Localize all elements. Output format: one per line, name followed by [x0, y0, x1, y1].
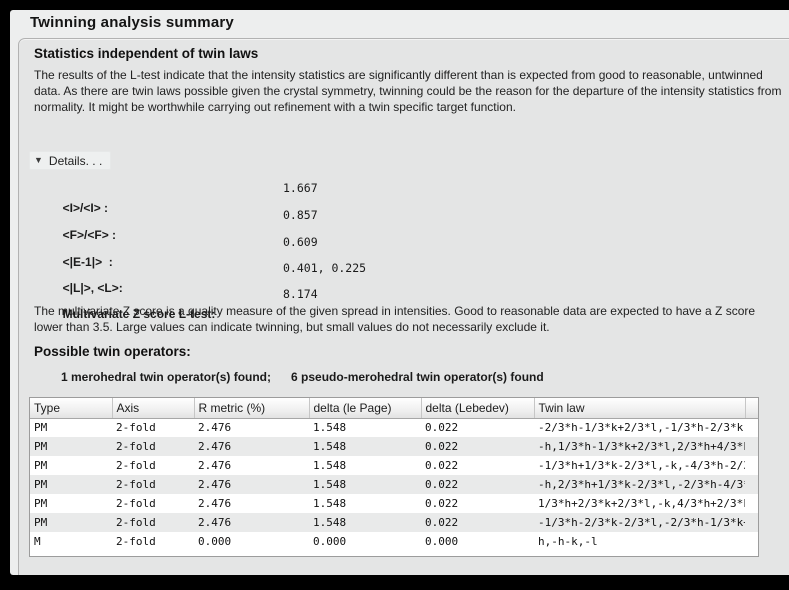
- column-header-spacer: [744, 398, 758, 419]
- cell-twin-law: -h,2/3*h+1/3*k-2/3*l,-2/3*h-4/3*k...: [534, 475, 745, 494]
- cell-spacer: [745, 437, 758, 456]
- cell-type: PM: [34, 421, 48, 435]
- column-header-axis[interactable]: Axis: [111, 398, 194, 419]
- cell-twin-law: -1/3*h+1/3*k-2/3*l,-k,-4/3*h-2/3*...: [538, 459, 745, 472]
- cell-r-metric: 0.000: [198, 535, 232, 548]
- cell-delta-le-page: 1.548: [309, 437, 421, 456]
- column-header-r-metric[interactable]: R metric (%): [193, 398, 309, 419]
- stat-row-i-over-i: <I>/<I> : 1.667: [36, 181, 318, 215]
- table-row[interactable]: PM 2-fold 2.476 1.548 0.022 -h,2/3*h+1/3…: [30, 475, 758, 494]
- table-row[interactable]: PM 2-fold 2.476 1.548 0.022 -1/3*h-2/3*k…: [30, 513, 758, 532]
- operators-found-summary: 1 merohedral twin operator(s) found; 6 p…: [61, 370, 544, 384]
- stat-label: <F>/<F> :: [62, 228, 117, 242]
- cell-spacer: [745, 513, 758, 532]
- stat-value: 8.174: [283, 287, 318, 301]
- cell-spacer: [745, 532, 758, 551]
- cell-twin-law: h,-h-k,-l: [538, 535, 598, 548]
- cell-axis: 2-fold: [112, 437, 194, 456]
- cell-spacer: [745, 418, 758, 437]
- cell-r-metric: 2.476: [198, 497, 232, 510]
- cell-delta-lebedev: 0.022: [425, 497, 459, 510]
- cell-axis: 2-fold: [116, 497, 156, 510]
- cell-delta-le-page: 0.000: [313, 535, 347, 548]
- cell-delta-lebedev: 0.022: [421, 475, 534, 494]
- stat-value: 1.667: [283, 181, 318, 195]
- cell-axis: 2-fold: [116, 421, 156, 435]
- column-header-delta-lebedev[interactable]: delta (Lebedev): [420, 398, 534, 419]
- disclosure-triangle-down-icon: ▼: [34, 155, 43, 165]
- cell-delta-le-page: 1.548: [313, 497, 347, 510]
- table-row[interactable]: PM 2-fold 2.476 1.548 0.022 -h,1/3*h-1/3…: [30, 437, 758, 456]
- cell-twin-law: -h,1/3*h-1/3*k+2/3*l,2/3*h+4/3*k...: [534, 437, 745, 456]
- table-header-row: Type Axis R metric (%) delta (le Page) d…: [30, 398, 758, 419]
- cell-delta-le-page: 1.548: [313, 421, 347, 435]
- cell-type: PM: [34, 459, 48, 472]
- cell-delta-lebedev: 0.000: [425, 535, 459, 548]
- cell-delta-le-page: 1.548: [309, 513, 421, 532]
- stat-label: <I>/<I> :: [62, 201, 109, 215]
- twinning-summary-window: Twinning analysis summary Statistics ind…: [10, 10, 789, 575]
- page-title: Twinning analysis summary: [30, 14, 234, 31]
- table-row[interactable]: PM 2-fold 2.476 1.548 0.022 -2/3*h-1/3*k…: [30, 418, 758, 437]
- summary-panel: Statistics independent of twin laws The …: [18, 38, 789, 575]
- table-row[interactable]: PM 2-fold 2.476 1.548 0.022 -1/3*h+1/3*k…: [30, 456, 758, 475]
- cell-type: M: [34, 535, 41, 548]
- stat-label: Multivariate Z score L-test:: [62, 307, 216, 321]
- cell-twin-law: -2/3*h-1/3*k+2/3*l,-1/3*h-2/3*k-...: [538, 421, 745, 435]
- column-header-type[interactable]: Type: [30, 398, 112, 419]
- twin-operators-table: Type Axis R metric (%) delta (le Page) d…: [29, 397, 759, 557]
- details-label: Details. . .: [48, 153, 103, 168]
- cell-twin-law: 1/3*h+2/3*k+2/3*l,-k,4/3*h+2/3*k...: [538, 497, 745, 510]
- table-row[interactable]: PM 2-fold 2.476 1.548 0.022 1/3*h+2/3*k+…: [30, 494, 758, 513]
- table-row[interactable]: M 2-fold 0.000 0.000 0.000 h,-h-k,-l: [30, 532, 758, 551]
- cell-spacer: [745, 475, 758, 494]
- cell-r-metric: 2.476: [198, 421, 232, 435]
- stat-row-f-over-f: <F>/<F> : 0.857: [36, 208, 318, 242]
- details-disclosure-toggle[interactable]: ▼ Details. . .: [29, 151, 112, 170]
- stat-row-e-minus-1: <|E-1|> : 0.609: [36, 235, 318, 269]
- column-header-delta-le-page[interactable]: delta (le Page): [308, 398, 421, 419]
- cell-spacer: [745, 456, 758, 475]
- cell-r-metric: 2.476: [194, 437, 309, 456]
- z-score-note-paragraph: The multivariate Z score is a quality me…: [34, 304, 756, 334]
- cell-delta-lebedev: 0.022: [421, 437, 534, 456]
- cell-r-metric: 2.476: [194, 475, 309, 494]
- section-heading-twin-operators: Possible twin operators:: [34, 344, 191, 359]
- stat-row-l-moments: <|L|>, <L>: 0.401, 0.225: [36, 261, 366, 295]
- cell-axis: 2-fold: [116, 459, 156, 472]
- cell-spacer: [745, 494, 758, 513]
- cell-axis: 2-fold: [112, 513, 194, 532]
- stat-value: 0.857: [283, 208, 318, 222]
- column-header-twin-law[interactable]: Twin law: [533, 398, 745, 419]
- cell-type: PM: [30, 437, 112, 456]
- cell-axis: 2-fold: [116, 535, 156, 548]
- cell-twin-law: -1/3*h-2/3*k-2/3*l,-2/3*h-1/3*k+...: [534, 513, 745, 532]
- cell-type: PM: [34, 497, 48, 510]
- section-heading-statistics: Statistics independent of twin laws: [34, 46, 259, 61]
- l-test-result-paragraph: The results of the L-test indicate that …: [34, 68, 782, 114]
- stat-value: 0.609: [283, 235, 318, 249]
- cell-delta-lebedev: 0.022: [421, 513, 534, 532]
- cell-axis: 2-fold: [112, 475, 194, 494]
- stat-label: <|L|>, <L>:: [62, 281, 123, 295]
- stat-row-multivariate-z: Multivariate Z score L-test: 8.174: [36, 287, 318, 321]
- stat-label: <|E-1|> :: [62, 255, 113, 269]
- cell-delta-le-page: 1.548: [313, 459, 347, 472]
- cell-type: PM: [30, 475, 112, 494]
- cell-delta-lebedev: 0.022: [425, 459, 459, 472]
- cell-delta-lebedev: 0.022: [425, 421, 459, 435]
- cell-r-metric: 2.476: [198, 459, 232, 472]
- stat-value: 0.401, 0.225: [283, 261, 367, 275]
- cell-type: PM: [30, 513, 112, 532]
- cell-delta-le-page: 1.548: [309, 475, 421, 494]
- cell-r-metric: 2.476: [194, 513, 309, 532]
